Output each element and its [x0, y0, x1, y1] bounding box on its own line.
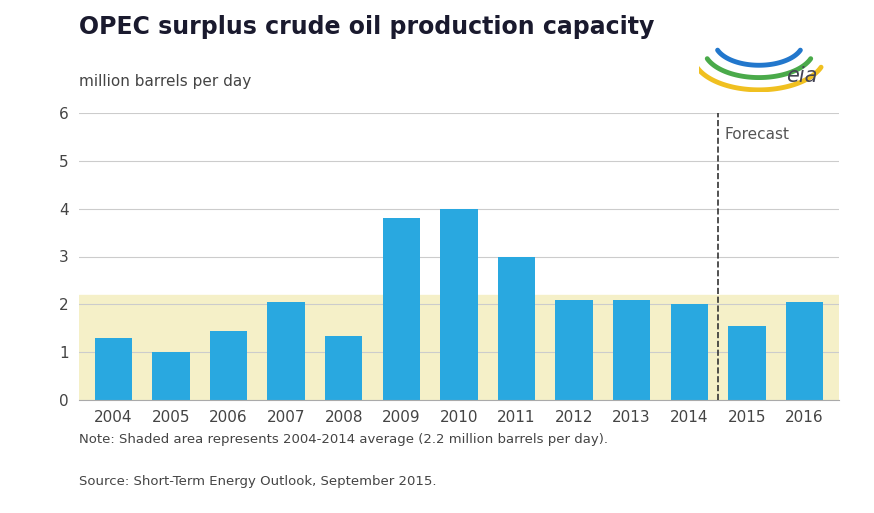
- Text: Source: Short-Term Energy Outlook, September 2015.: Source: Short-Term Energy Outlook, Septe…: [79, 475, 436, 487]
- Bar: [786, 302, 823, 400]
- Bar: [670, 304, 708, 400]
- Bar: [210, 331, 247, 400]
- Text: Note: Shaded area represents 2004-2014 average (2.2 million barrels per day).: Note: Shaded area represents 2004-2014 a…: [79, 433, 607, 446]
- Bar: [440, 209, 477, 400]
- Text: OPEC surplus crude oil production capacity: OPEC surplus crude oil production capaci…: [79, 15, 654, 40]
- Text: eia: eia: [786, 66, 817, 86]
- Bar: [728, 326, 766, 400]
- Bar: [613, 300, 650, 400]
- Bar: [497, 256, 535, 400]
- Bar: [325, 336, 363, 400]
- Bar: [152, 352, 190, 400]
- Bar: [555, 300, 593, 400]
- Bar: [94, 338, 132, 400]
- Text: Forecast: Forecast: [725, 127, 790, 142]
- Text: million barrels per day: million barrels per day: [79, 74, 251, 89]
- Bar: [383, 218, 420, 400]
- Bar: [79, 295, 839, 400]
- Bar: [267, 302, 305, 400]
